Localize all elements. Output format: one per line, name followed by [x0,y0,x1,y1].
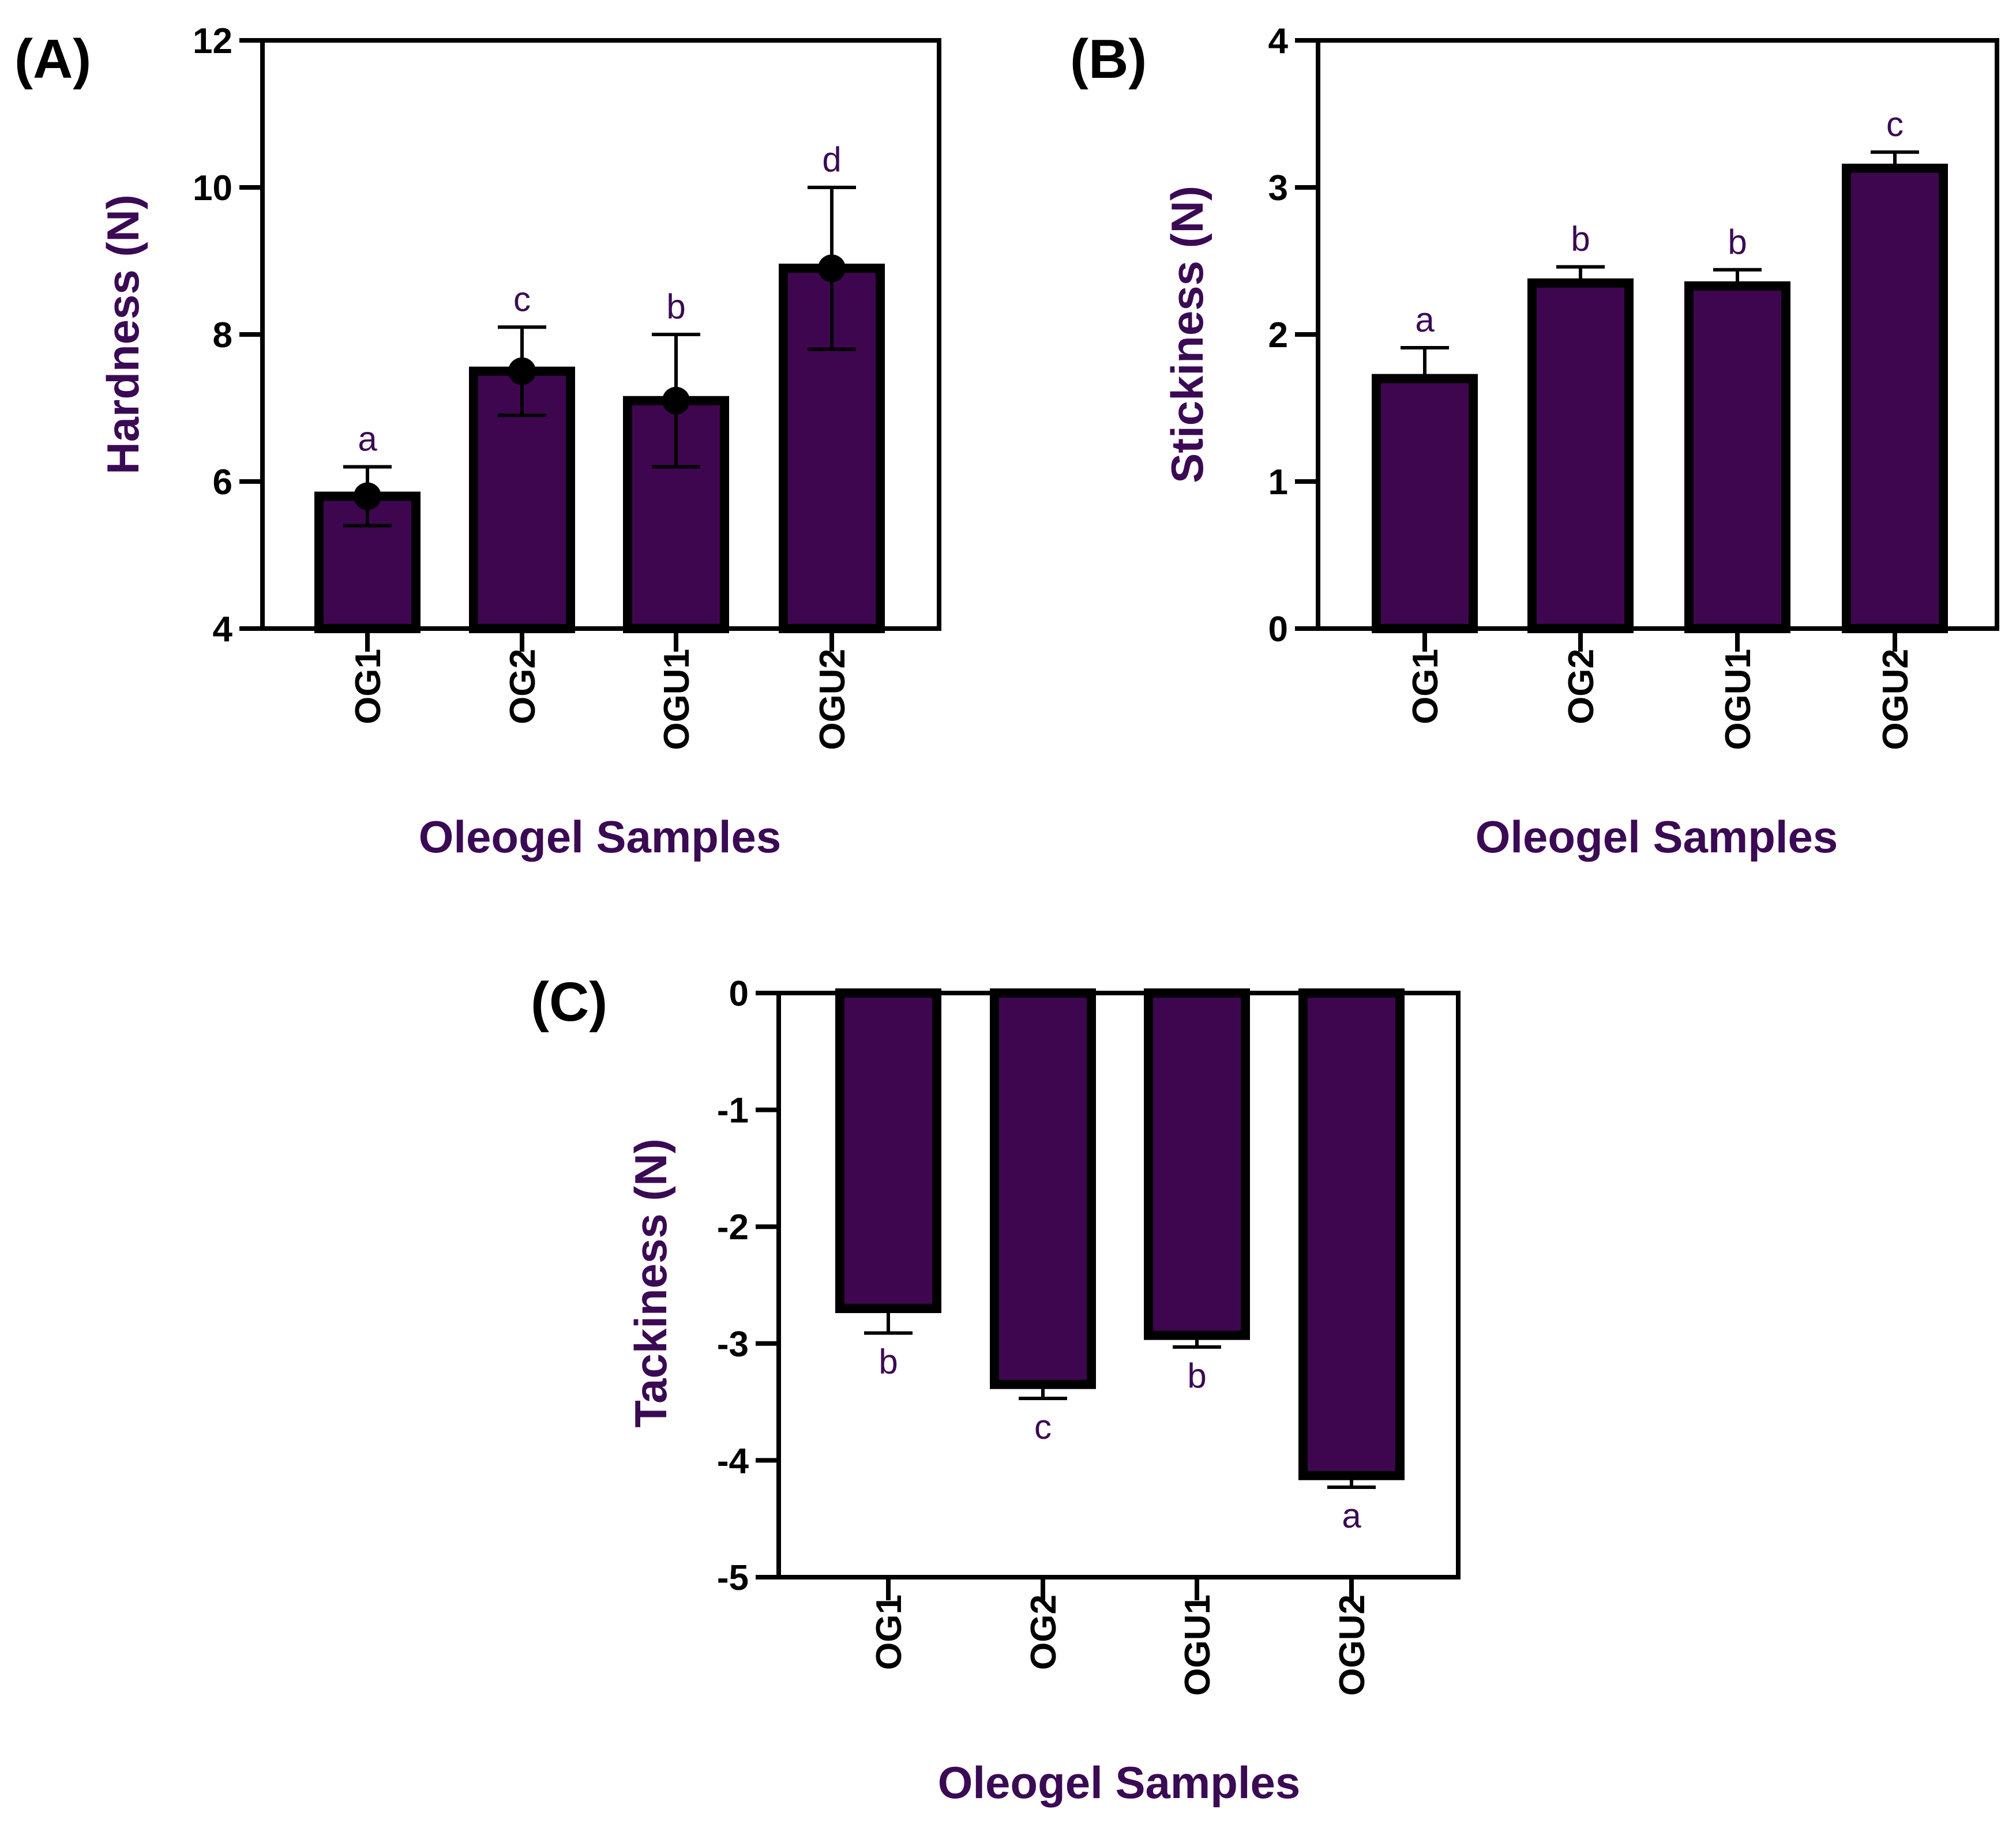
sig-letter-ogu1: b [1187,1356,1206,1395]
panel-b-stickiness-chart: (B) a b b c 0 1 2 3 4 OG1 OG2 OGU1 OGU2 Oleogel Sampl… [1070,21,1999,862]
x-tick-label-og2: OG2 [1561,649,1601,724]
bar-ogu1 [1684,281,1790,634]
bar-ogu2 [1842,163,1948,634]
bar-og2 [1527,278,1634,633]
y-tick-label: 4 [213,610,233,649]
y-axis-title: Tackiness (N) [625,1138,676,1427]
y-tick-label: 6 [213,462,232,502]
bar-ogu1 [1144,988,1250,1340]
bar-og1 [1372,374,1478,633]
y-tick-label: -1 [717,1091,749,1131]
y-tick-label: 10 [193,168,232,208]
x-tick-label-ogu2: OGU2 [1876,649,1916,750]
sig-letter-ogu2: a [1342,1496,1361,1535]
y-axis-title: Hardness (N) [97,194,148,474]
x-tick-label-ogu2: OGU2 [1332,1594,1372,1696]
y-tick-label: -2 [717,1208,749,1247]
sig-letter-og1: a [358,420,377,458]
panel-a-hardness-chart: (A) a c b d 4 6 8 10 12 OG1 OG2 OGU1 OGU2 Oleogel Sam… [14,21,941,862]
y-axis-title: Stickiness (N) [1162,186,1212,483]
y-tick-label: 8 [213,315,232,355]
y-tick-label: 12 [193,21,232,61]
x-tick-label-ogu1: OGU1 [1718,649,1758,750]
mean-point-og2 [508,357,536,385]
x-tick-label-og2: OG2 [1024,1594,1064,1670]
y-tick-label: 0 [1268,610,1288,649]
sig-letter-ogu2: d [822,140,841,179]
mean-point-og1 [354,482,381,510]
sig-letter-og1: a [1415,300,1435,339]
x-tick-label-og1: OG1 [348,649,388,724]
x-tick-label-ogu1: OGU1 [1178,1594,1218,1696]
sig-letter-ogu1: b [1728,223,1747,261]
y-tick-label: 1 [1268,462,1288,502]
sig-letter-og2: b [1571,220,1590,258]
x-axis-title: Oleogel Samples [938,1757,1301,1808]
sig-letter-og2: c [513,280,531,318]
y-tick-label: -4 [717,1441,749,1481]
panel-b-label: (B) [1070,28,1147,90]
y-tick-label: -5 [717,1558,749,1598]
panel-a-label: (A) [14,28,91,90]
sig-letter-ogu1: b [666,287,685,326]
bar-og1 [835,988,941,1314]
sig-letter-ogu2: c [1886,105,1904,144]
plot-frame [776,991,1461,1579]
sig-letter-og1: b [879,1342,898,1381]
y-tick-label: 2 [1268,315,1288,355]
y-tick-label: -3 [717,1325,749,1364]
x-tick-label-ogu2: OGU2 [813,649,853,750]
mean-point-ogu2 [818,254,846,283]
x-axis-title: Oleogel Samples [419,811,782,862]
x-tick-label-og2: OG2 [503,649,543,724]
bar-ogu2 [779,264,885,633]
x-tick-label-og1: OG1 [869,1594,909,1670]
x-axis-title: Oleogel Samples [1476,811,1838,862]
bar-ogu2 [1298,988,1405,1480]
bar-og2 [990,988,1096,1389]
y-tick-label: 3 [1268,168,1288,208]
panel-c-tackiness-chart: (C) b c b a 0 -1 -2 -3 -4 -5 OG1 OG2 OGU1 OGU2 Oleogel… [531,971,1461,1808]
x-tick-label-og1: OG1 [1406,649,1446,724]
x-tick-label-ogu1: OGU1 [657,649,697,750]
sig-letter-og2: c [1034,1408,1052,1446]
panel-c-label: (C) [531,971,607,1033]
y-tick-label: 4 [1268,21,1289,61]
y-tick-label: 0 [729,974,749,1014]
mean-point-ogu1 [662,386,690,415]
